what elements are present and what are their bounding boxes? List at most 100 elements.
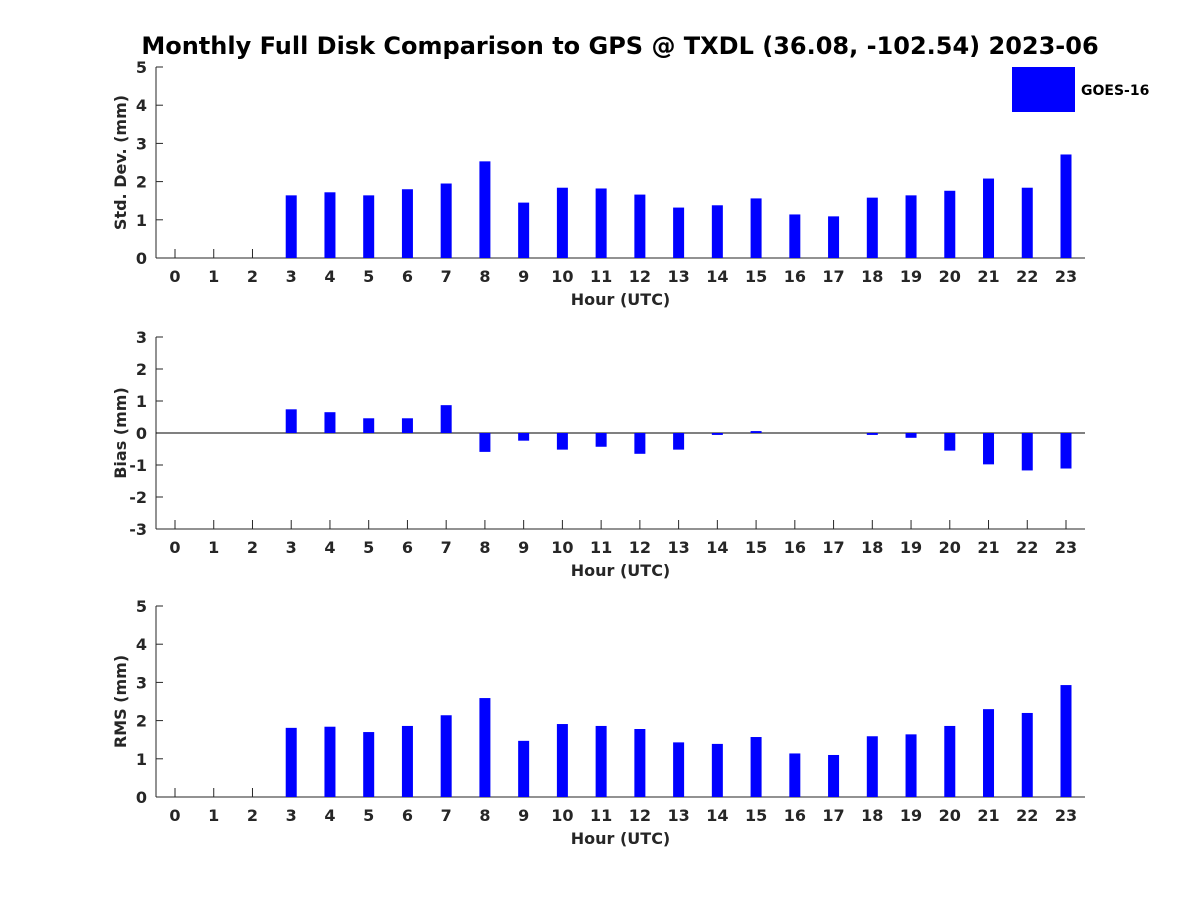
x-tick-label: 7	[441, 267, 452, 286]
x-tick-label: 10	[551, 267, 573, 286]
bar-hour-10	[556, 724, 568, 797]
y-tick-label: 5	[136, 597, 147, 616]
x-tick-label: 9	[518, 806, 529, 825]
x-tick-label: 2	[247, 806, 258, 825]
bar-hour-7	[440, 715, 452, 797]
y-axis-label: Bias (mm)	[111, 387, 130, 479]
x-tick-label: 13	[667, 806, 689, 825]
bar-hour-11	[595, 725, 607, 797]
bar-hour-23	[1060, 154, 1072, 258]
bar-hour-5	[363, 732, 375, 797]
bar-hour-12	[634, 433, 646, 454]
bar-hour-6	[401, 189, 413, 258]
bar-hour-5	[363, 418, 375, 433]
bar-hour-13	[673, 433, 685, 450]
x-tick-label: 0	[169, 538, 180, 557]
x-tick-label: 12	[629, 267, 651, 286]
x-tick-label: 13	[667, 538, 689, 557]
x-tick-label: 0	[169, 806, 180, 825]
bar-hour-19	[905, 734, 917, 797]
x-tick-label: 22	[1016, 538, 1038, 557]
x-tick-label: 16	[784, 538, 806, 557]
bar-hour-13	[673, 742, 685, 797]
x-tick-label: 14	[706, 267, 728, 286]
y-axis-label: RMS (mm)	[111, 655, 130, 748]
bar-hour-20	[944, 190, 956, 258]
bar-hour-16	[789, 753, 801, 797]
x-tick-label: 14	[706, 538, 728, 557]
bar-hour-8	[479, 433, 491, 452]
x-tick-label: 11	[590, 806, 612, 825]
x-tick-label: 1	[208, 806, 219, 825]
x-tick-label: 6	[402, 267, 413, 286]
x-tick-label: 20	[939, 538, 961, 557]
x-tick-label: 22	[1016, 267, 1038, 286]
bar-hour-11	[595, 433, 607, 447]
x-tick-label: 21	[977, 267, 999, 286]
x-tick-label: 9	[518, 267, 529, 286]
bar-hour-9	[518, 202, 530, 258]
x-tick-label: 3	[286, 267, 297, 286]
bar-hour-3	[285, 409, 297, 433]
x-tick-label: 10	[551, 806, 573, 825]
y-tick-label: -2	[129, 488, 147, 507]
x-tick-label: 14	[706, 806, 728, 825]
bar-hour-14	[711, 433, 723, 435]
y-tick-label: 1	[136, 392, 147, 411]
x-tick-label: 20	[939, 806, 961, 825]
bar-hour-11	[595, 188, 607, 258]
x-tick-label: 5	[363, 806, 374, 825]
y-axis-label: Std. Dev. (mm)	[111, 95, 130, 230]
bar-hour-6	[401, 418, 413, 433]
bar-hour-21	[983, 709, 995, 797]
chart-title: Monthly Full Disk Comparison to GPS @ TX…	[141, 32, 1098, 60]
bar-hour-3	[285, 727, 297, 797]
x-tick-label: 17	[822, 538, 844, 557]
x-tick-label: 23	[1055, 267, 1077, 286]
bar-hour-19	[905, 195, 917, 258]
x-tick-label: 23	[1055, 806, 1077, 825]
y-tick-label: 4	[136, 635, 147, 654]
bar-hour-8	[479, 698, 491, 797]
bar-hour-12	[634, 194, 646, 258]
y-tick-label: -3	[129, 520, 147, 539]
y-tick-label: 3	[136, 134, 147, 153]
bar-hour-10	[556, 433, 568, 450]
x-tick-label: 3	[286, 806, 297, 825]
bar-hour-17	[828, 754, 840, 797]
x-tick-label: 0	[169, 267, 180, 286]
x-tick-label: 2	[247, 538, 258, 557]
bar-hour-5	[363, 195, 375, 258]
bar-hour-20	[944, 725, 956, 797]
bar-hour-13	[673, 207, 685, 258]
x-tick-label: 11	[590, 267, 612, 286]
x-tick-label: 6	[402, 806, 413, 825]
x-tick-label: 20	[939, 267, 961, 286]
legend-label: GOES-16	[1081, 83, 1149, 99]
bar-hour-4	[324, 412, 336, 433]
x-tick-label: 23	[1055, 538, 1077, 557]
bar-hour-9	[518, 433, 530, 441]
bar-hour-21	[983, 178, 995, 258]
y-tick-label: 0	[136, 788, 147, 807]
x-tick-label: 5	[363, 267, 374, 286]
bar-hour-18	[866, 197, 878, 258]
bar-hour-15	[750, 737, 762, 797]
y-tick-label: 5	[136, 58, 147, 77]
x-tick-label: 8	[479, 806, 490, 825]
x-tick-label: 17	[822, 806, 844, 825]
y-tick-label: 0	[136, 424, 147, 443]
bar-hour-21	[983, 433, 995, 465]
x-tick-label: 17	[822, 267, 844, 286]
x-tick-label: 21	[977, 538, 999, 557]
bar-hour-6	[401, 725, 413, 797]
bar-hour-19	[905, 433, 917, 438]
y-tick-label: 1	[136, 211, 147, 230]
x-tick-label: 15	[745, 267, 767, 286]
bar-hour-3	[285, 195, 297, 258]
x-tick-label: 21	[977, 806, 999, 825]
y-tick-label: 0	[136, 249, 147, 268]
